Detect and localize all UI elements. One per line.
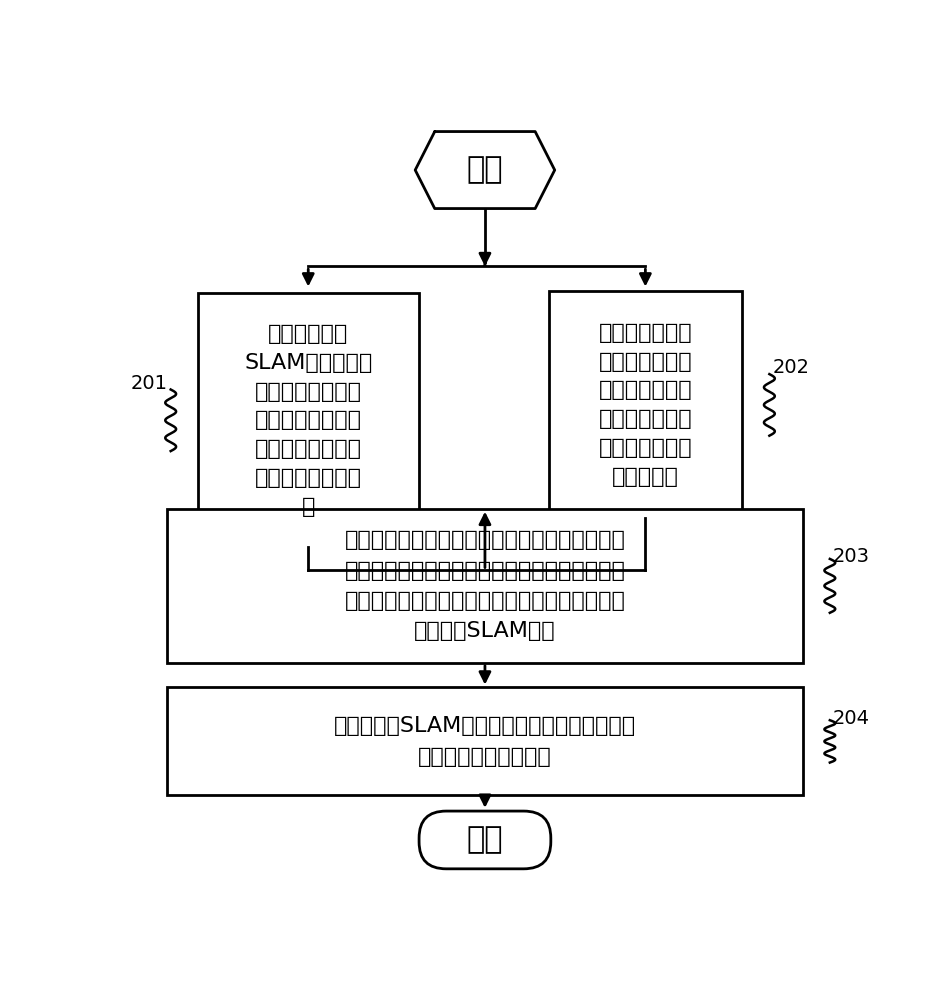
- Text: 201: 201: [131, 374, 168, 393]
- Bar: [168, 687, 803, 795]
- Text: 开始: 开始: [467, 156, 503, 185]
- Bar: [198, 293, 419, 547]
- Text: 基于相机采集到
的相机数据，通
过视觉闭环检测
模块进行闭环检
测，得到第一闭
环检测结果: 基于相机采集到 的相机数据，通 过视觉闭环检测 模块进行闭环检 测，得到第一闭 …: [599, 323, 692, 487]
- Text: 202: 202: [773, 358, 810, 377]
- FancyBboxPatch shape: [420, 811, 551, 869]
- Text: 204: 204: [833, 709, 870, 728]
- Text: 结束: 结束: [467, 825, 503, 854]
- Bar: [548, 291, 742, 518]
- Bar: [168, 509, 803, 663]
- Text: 203: 203: [833, 547, 870, 566]
- Text: 通过所述激光
SLAM模块进行闭
环检测，得到第二
闭环检测结果，并
发送校验请求至所
述视觉闭环检测模
块: 通过所述激光 SLAM模块进行闭 环检测，得到第二 闭环检测结果，并 发送校验请…: [244, 324, 372, 517]
- Text: 在所述视觉闭环检测模块接收到所述校验请求时
，在所述第一闭环检测结果基础上，通过所述视
觉闭环检测模块发送闭环检测信息至激光同步定
位与建图SLAM模块: 在所述视觉闭环检测模块接收到所述校验请求时 ，在所述第一闭环检测结果基础上，通过…: [345, 530, 625, 641]
- Text: 在所述激光SLAM模块获取到所述闭环检测信息
时，执行图像优化操作: 在所述激光SLAM模块获取到所述闭环检测信息 时，执行图像优化操作: [334, 716, 636, 767]
